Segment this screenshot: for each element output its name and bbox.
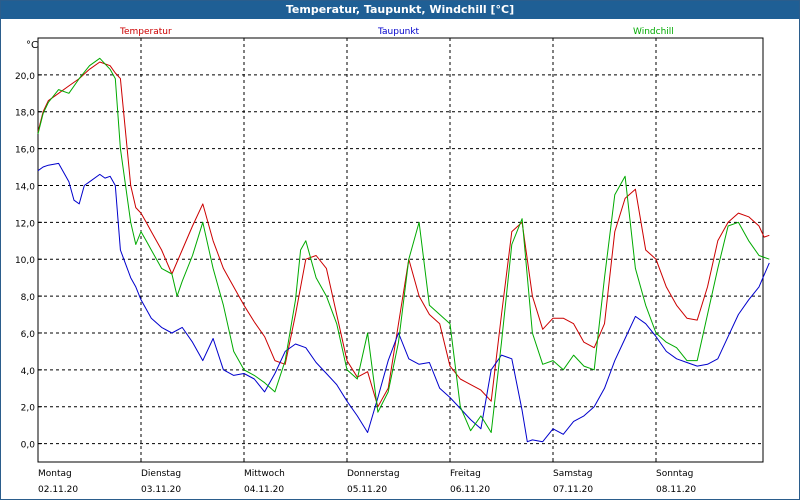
x-day-label: Sonntag [656,469,693,479]
series-line-temperatur [37,61,770,408]
y-axis-unit: °C [26,40,38,51]
y-tick-label: 0,0 [21,441,36,451]
series-group [37,57,770,443]
x-day-label: Donnerstag [347,469,400,479]
y-tick-label: 12,0 [15,219,35,229]
series-line-taupunkt [37,162,770,443]
legend-windchill: Windchill [633,27,674,37]
y-tick-label: 20,0 [15,72,35,82]
y-tick-label: 10,0 [15,256,35,266]
y-tick-label: 2,0 [21,404,36,414]
y-tick-label: 8,0 [21,293,36,303]
x-day-label: Samstag [553,469,592,479]
x-day-label: Mittwoch [244,469,285,479]
legend-taupunkt: Taupunkt [377,27,420,37]
plot-frame [37,37,764,463]
x-day-label: Freitag [450,469,481,479]
x-date-label: 04.11.20 [244,485,284,495]
x-date-label: 06.11.20 [450,485,490,495]
legend-temperatur: Temperatur [119,27,172,37]
y-tick-label: 14,0 [15,182,35,192]
x-date-label: 05.11.20 [347,485,387,495]
y-tick-label: 18,0 [15,109,35,119]
y-tick-label: 16,0 [15,146,35,156]
x-date-label: 07.11.20 [553,485,593,495]
x-date-label: 08.11.20 [656,485,696,495]
x-day-label: Dienstag [141,469,181,479]
series-line-windchill [37,57,770,433]
y-tick-label: 4,0 [21,367,36,377]
x-date-label: 02.11.20 [38,485,78,495]
y-axis: 0,0 2,0 4,0 6,0 8,0 10,0 12,0 14,0 16,0 18,0 20,0 [15,72,42,451]
chart-title: Temperatur, Taupunkt, Windchill [°C] [1,1,799,19]
y-tick-label: 6,0 [21,330,36,340]
x-date-label: 03.11.20 [141,485,181,495]
x-day-label: Montag [38,469,72,479]
legend: Temperatur Taupunkt Windchill [119,27,674,37]
x-axis: Montag 02.11.20 Dienstag 03.11.20 Mittwoch 04… [37,458,696,495]
grid [38,38,763,462]
